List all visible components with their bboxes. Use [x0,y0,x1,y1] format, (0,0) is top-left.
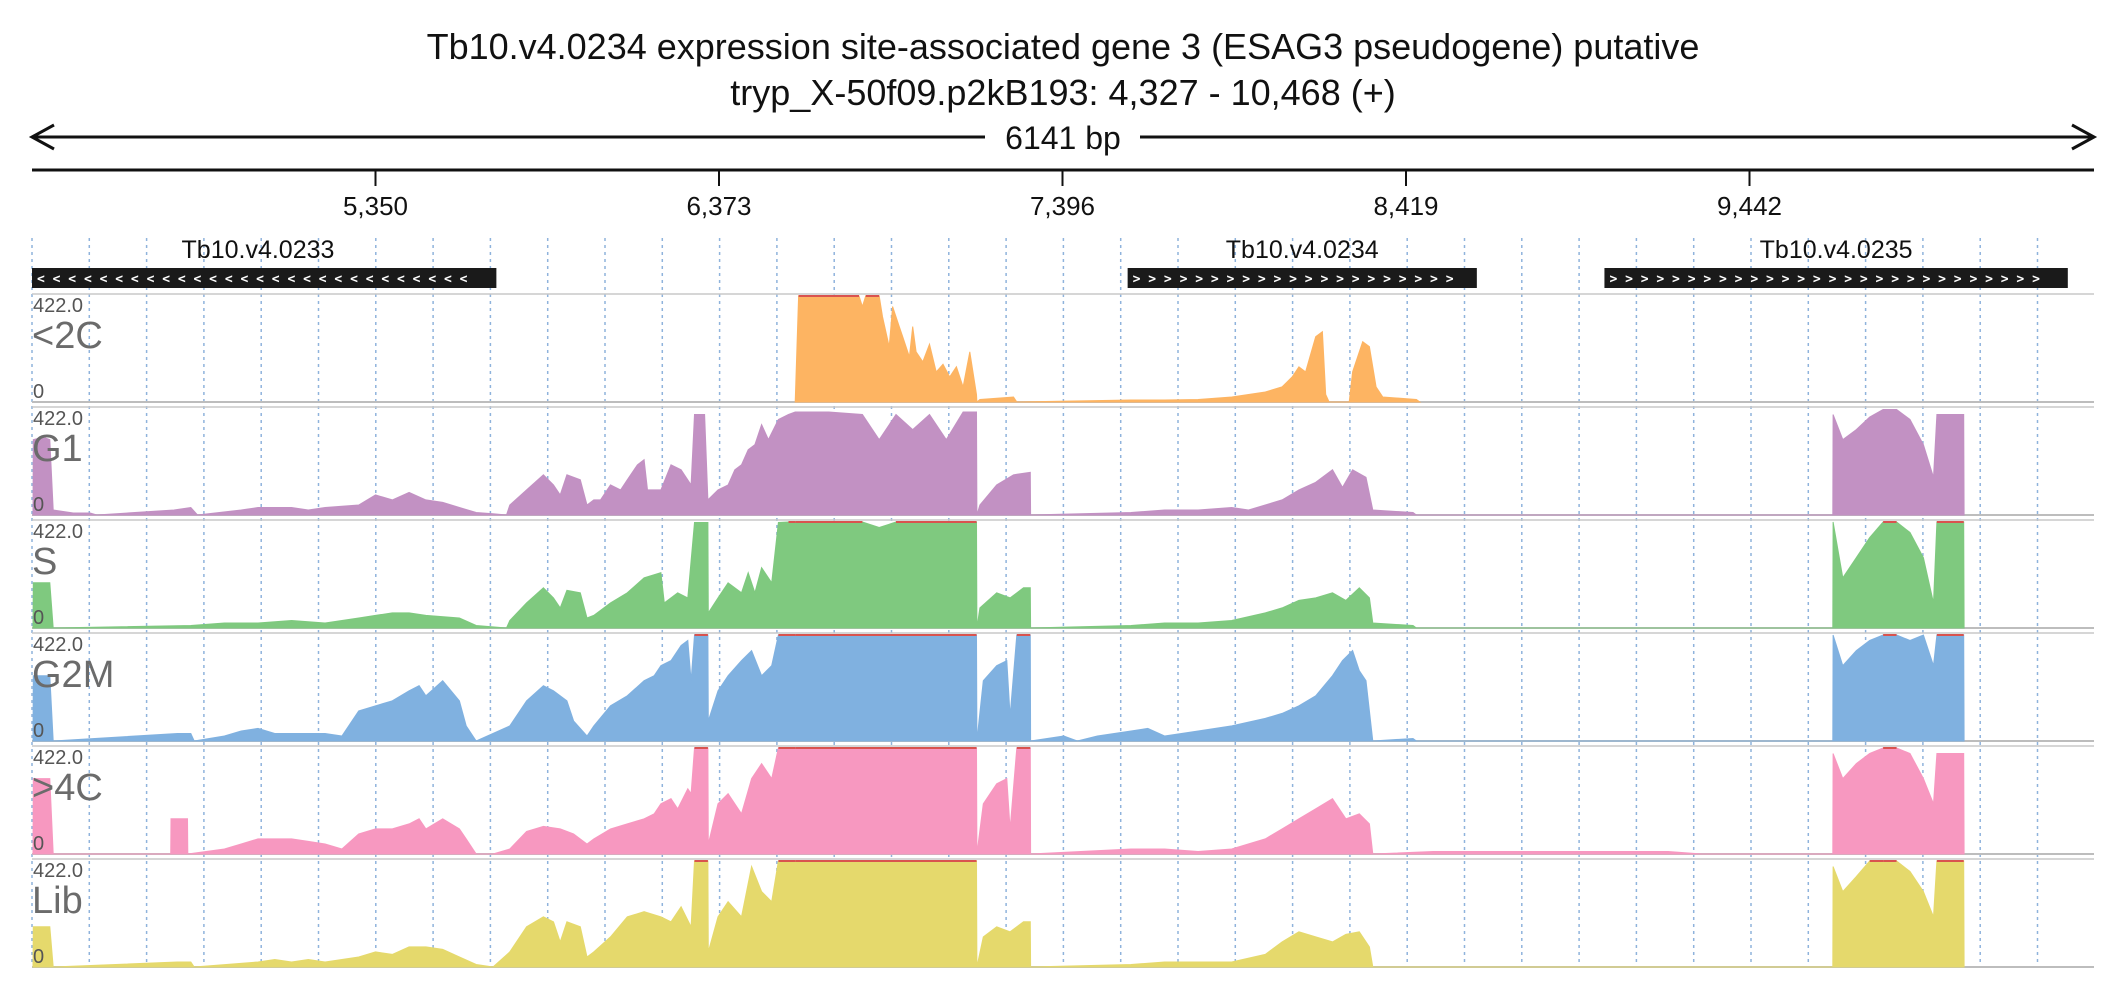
track-5: 422.0 0 Lib [32,858,2094,968]
track-0: 422.0 0 <2C [32,293,2094,404]
coverage-area [32,747,1965,855]
scale-min-label: 0 [33,720,44,742]
gene-feature[interactable]: < < < < < < < < < < < < < < < < < < < < … [32,236,497,288]
span-indicator: 6141 bp [28,120,2098,156]
coverage-area [32,521,1965,629]
track-label: <2C [32,315,103,357]
scale-min-label: 0 [33,494,44,516]
track-label: G2M [32,654,114,696]
track-label: >4C [32,767,103,809]
coverage-area [32,409,1965,516]
gene-label: Tb10.v4.0234 [1226,236,1379,264]
scale-min-label: 0 [33,381,44,403]
strand-arrows: > > > > > > > > > > > > > > > > > > > > … [1609,272,2040,287]
gene-label: Tb10.v4.0235 [1760,236,1913,264]
track-1: 422.0 0 G1 [32,406,2094,516]
span-label: 6141 bp [1005,120,1121,156]
scale-max-label: 422.0 [33,408,83,430]
scale-max-label: 422.0 [33,295,83,317]
gene-bar [1127,268,1477,288]
track-2: 422.0 0 S [32,519,2094,629]
tick-label: 5,350 [343,191,408,221]
gene-feature[interactable]: > > > > > > > > > > > > > > > > > > > > … [1604,236,2068,288]
tick-label: 7,396 [1030,191,1095,221]
track-4: 422.0 0 >4C [32,745,2094,855]
track-label: G1 [32,428,83,470]
coverage-tracks: 422.00<2C422.00G1422.00S422.00G2M422.00>… [32,293,2094,968]
gene-feature[interactable]: > > > > > > > > > > > > > > > > > > > > … [1127,236,1477,288]
chart-title: Tb10.v4.0234 expression site-associated … [426,26,1700,67]
scale-max-label: 422.0 [33,860,83,882]
span-arrowhead-right [2071,123,2098,151]
scale-min-label: 0 [33,607,44,629]
chart-subtitle: tryp_X-50f09.p2kB193: 4,327 - 10,468 (+) [730,72,1396,113]
span-arrowhead-left [28,123,55,151]
tick-label: 8,419 [1373,191,1438,221]
scale-max-label: 422.0 [33,747,83,769]
coverage-area [32,634,1965,742]
scale-min-label: 0 [33,946,44,968]
gene-bar [1604,268,2068,288]
scale-max-label: 422.0 [33,521,83,543]
track-label: Lib [32,880,83,922]
tick-label: 6,373 [686,191,751,221]
track-3: 422.0 0 G2M [32,632,2094,742]
ruler-ticks: 5,350 6,373 7,396 8,419 9,442 [343,170,1782,221]
tick-label: 9,442 [1717,191,1782,221]
coverage-area [794,295,1422,404]
track-label: S [32,541,57,583]
gene-annotations: < < < < < < < < < < < < < < < < < < < < … [32,236,2068,288]
coverage-area [32,860,1965,968]
strand-arrows: < < < < < < < < < < < < < < < < < < < < … [37,272,468,287]
scale-min-label: 0 [33,833,44,855]
scale-max-label: 422.0 [33,634,83,656]
gene-label: Tb10.v4.0233 [182,236,335,264]
gene-bar [32,268,497,288]
strand-arrows: > > > > > > > > > > > > > > > > > > > > … [1133,272,1454,287]
